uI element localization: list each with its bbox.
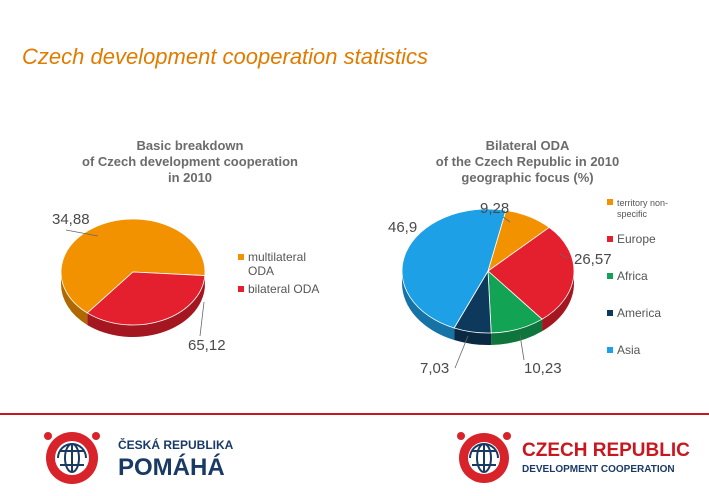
leader-line [199, 301, 205, 337]
leader-line [559, 253, 568, 259]
data-label: 9,28 [480, 200, 509, 217]
legend-label: Asia [617, 343, 641, 357]
leader-line [65, 229, 99, 237]
pie-slice-side [87, 275, 205, 338]
pie-slice [60, 218, 206, 314]
data-label: 46,9 [388, 219, 417, 236]
legend-label: Europe [617, 232, 656, 246]
logo-right-line1: CZECH REPUBLIC [522, 440, 690, 461]
chart2-title-line: geographic focus (%) [461, 170, 594, 185]
leader-line [502, 216, 511, 223]
cr-pomaha-logo: ČESKÁ REPUBLIKA POMÁHÁ [38, 426, 238, 490]
legend-label: multilateral [248, 250, 306, 264]
pie-slice [401, 208, 507, 329]
legend-swatch [238, 254, 244, 260]
legend-label: Africa [617, 269, 648, 283]
czech-republic-development-cooperation-logo: CZECH REPUBLIC DEVELOPMENT COOPERATION [452, 426, 692, 490]
globe-hands-icon [44, 432, 100, 484]
pie-slice-side [542, 271, 574, 332]
legend-label: America [617, 306, 661, 320]
chart1-title-line: in 2010 [167, 170, 213, 185]
leader-line [454, 335, 469, 369]
pie-slice-side [402, 271, 455, 340]
legend-swatch [607, 199, 613, 205]
legend-label: specific [617, 209, 648, 219]
legend-swatch [607, 236, 613, 242]
globe-hands-icon [457, 432, 511, 483]
legend-swatch [607, 310, 613, 316]
pie-slice-side [454, 327, 492, 345]
data-label: 26,57 [574, 251, 612, 268]
legend-swatch [238, 286, 244, 292]
legend-label: territory non- [617, 198, 668, 208]
data-label: 65,12 [188, 337, 226, 354]
pie-chart-2: 9,28 26,57 10,23 7,03 46,9 territory non-spec… [388, 198, 668, 377]
logo-left-line2: POMÁHÁ [118, 454, 225, 481]
leader-line [519, 334, 525, 361]
chart2-title-line: Bilateral ODA [485, 138, 570, 153]
chart2-title: Bilateral ODA of the Czech Republic in 2… [410, 138, 645, 186]
data-label: 10,23 [524, 360, 562, 377]
logo-right-line2: DEVELOPMENT COOPERATION [522, 464, 675, 475]
chart2-title-line: of the Czech Republic in 2010 [435, 154, 620, 169]
data-label: 7,03 [420, 360, 449, 377]
chart1-title: Basic breakdown of Czech development coo… [60, 138, 320, 186]
footer-divider [0, 413, 709, 415]
legend-swatch [607, 347, 613, 353]
chart1-title-line: of Czech development cooperation [82, 154, 298, 169]
data-label: 34,88 [52, 211, 90, 228]
legend-label: ODA [248, 264, 274, 278]
legend-label: bilateral ODA [248, 282, 319, 296]
logo-left-line1: ČESKÁ REPUBLIKA [118, 438, 234, 452]
legend-swatch [607, 273, 613, 279]
page-title: Czech development cooperation statistics [22, 44, 428, 69]
pie-slice [86, 271, 206, 326]
pie-slice-side [61, 272, 88, 325]
chart1-title-line: Basic breakdown [136, 138, 244, 153]
pie-slice [487, 226, 575, 320]
